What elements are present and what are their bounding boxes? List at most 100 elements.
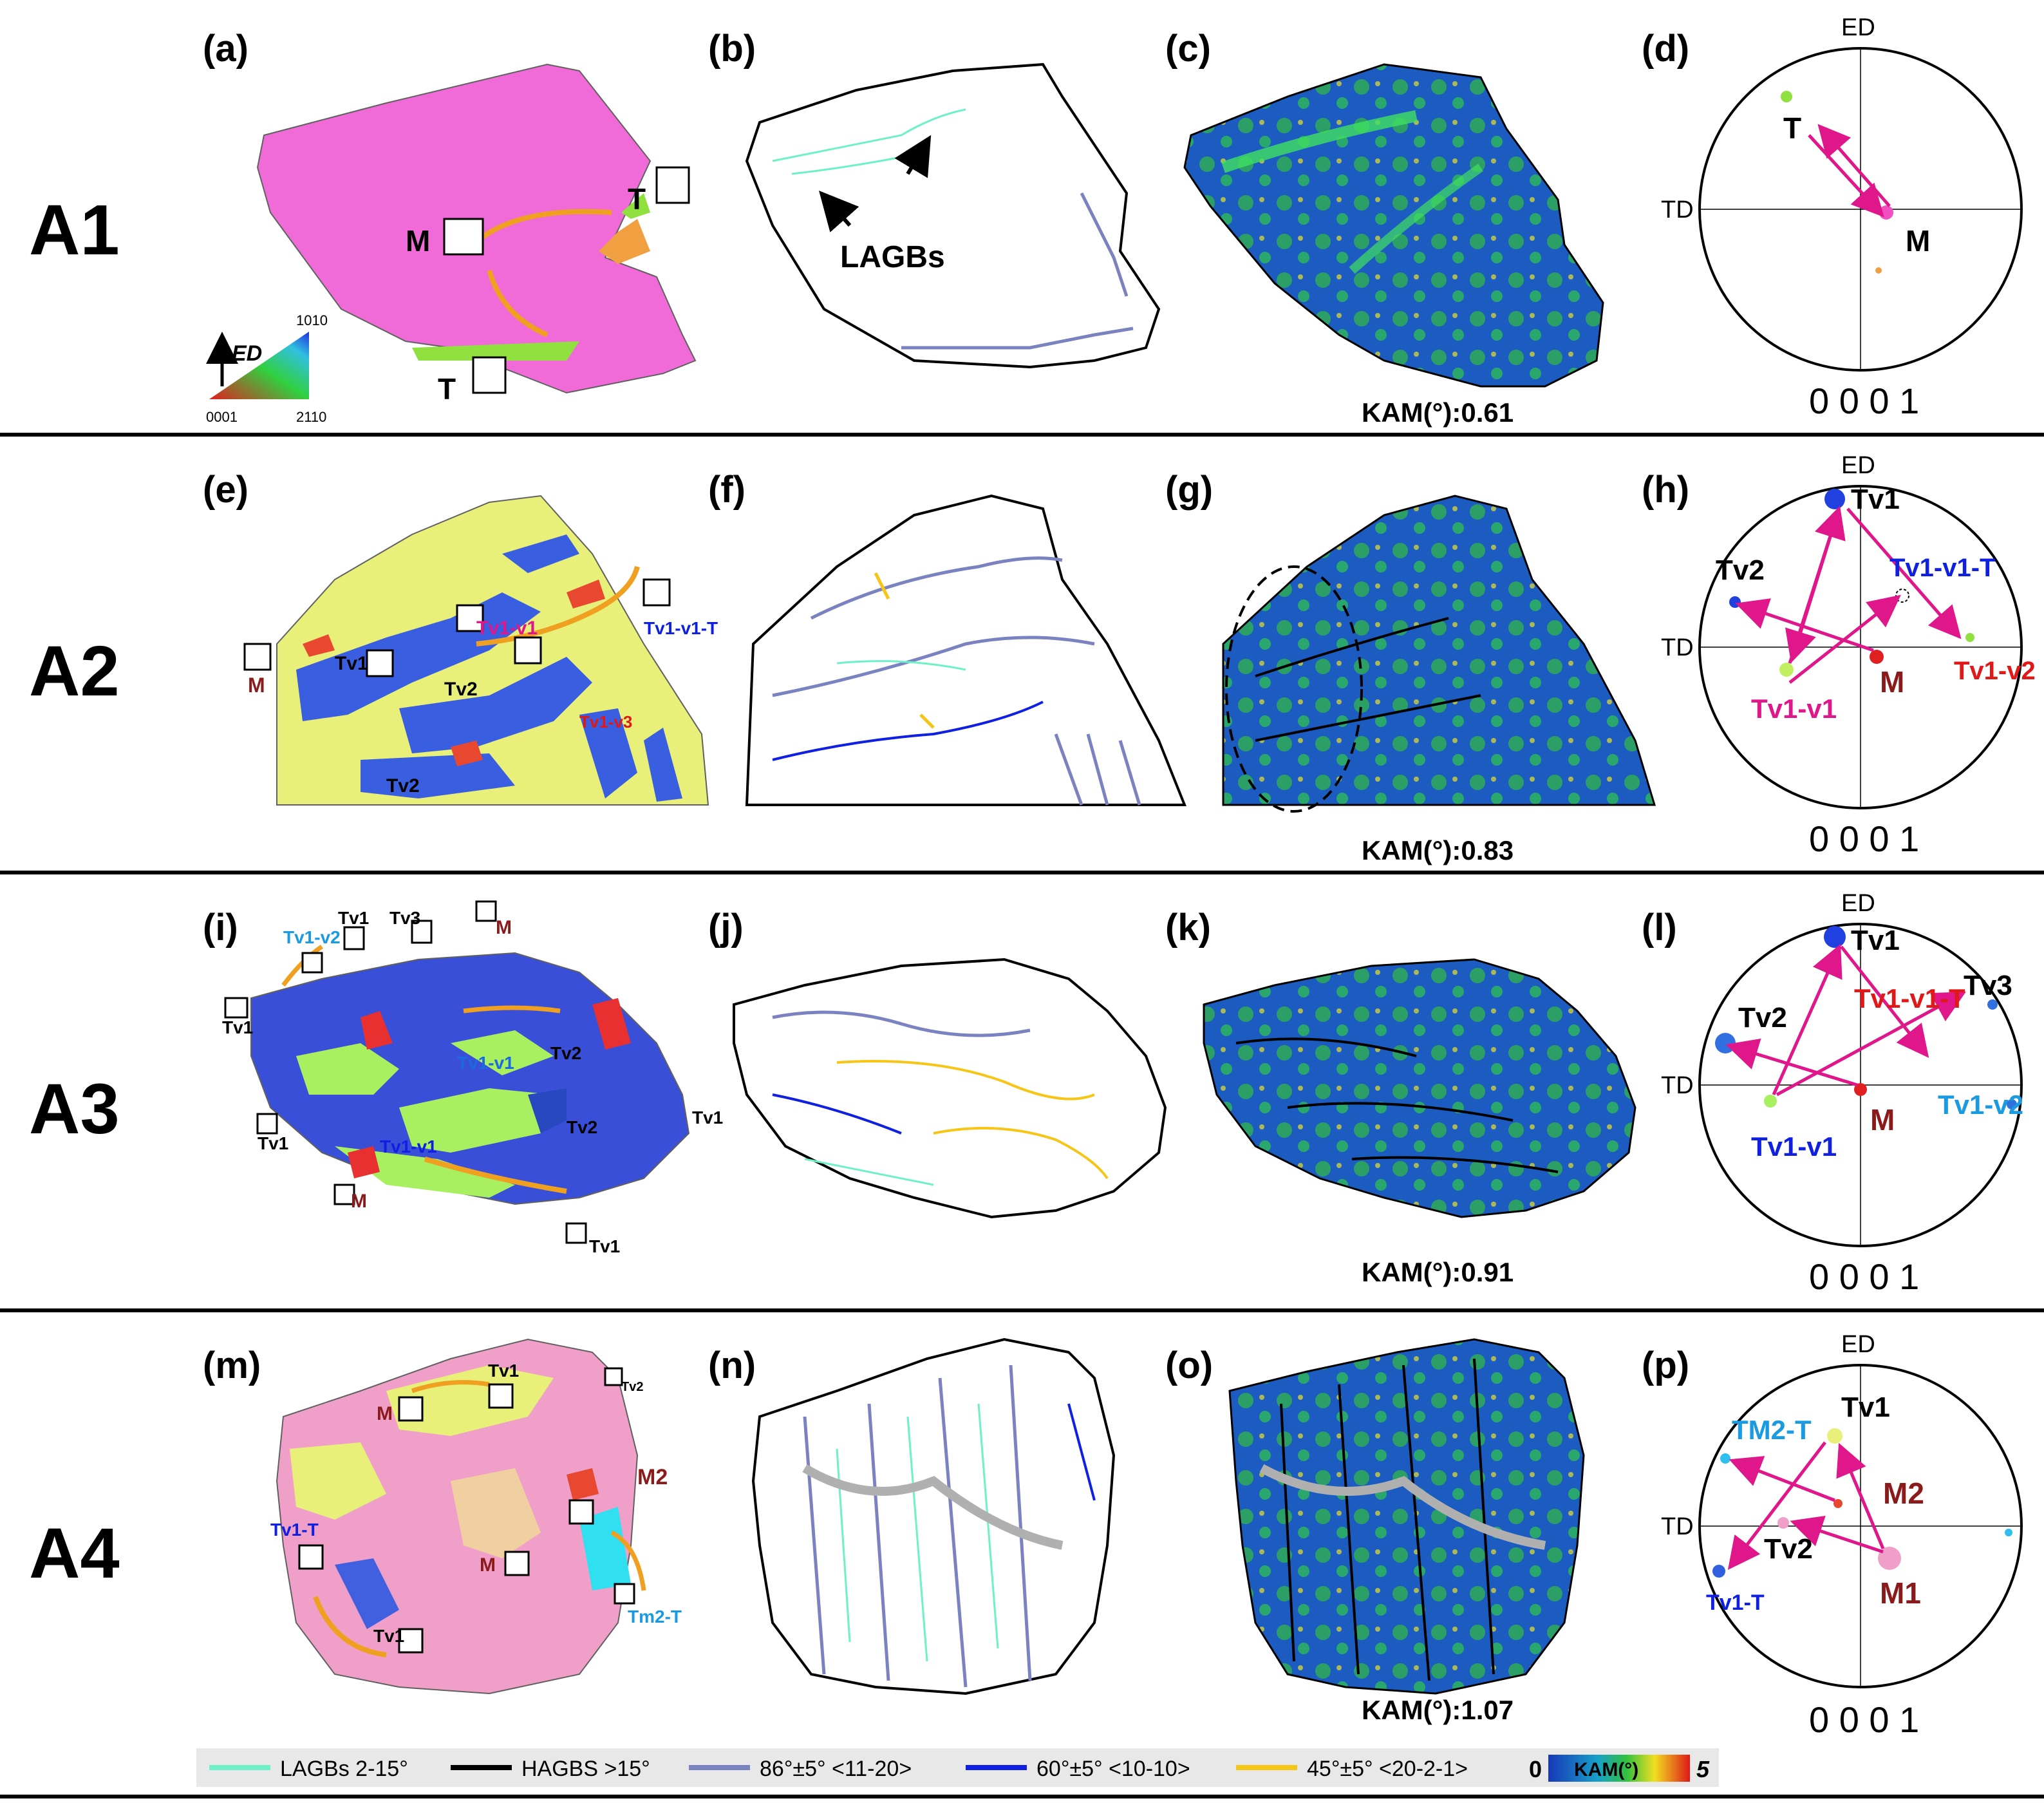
row-a4: A4 (m) (n) (o) (p) M Tv1 Tv2 M2 Tv1-T M … bbox=[29, 1331, 2023, 1740]
map-label: M bbox=[351, 1191, 367, 1212]
relation-arrow bbox=[1836, 1442, 1885, 1549]
map-label: Tv1 bbox=[258, 1133, 288, 1153]
pole-left-label: TD bbox=[1661, 1513, 1694, 1540]
hexagonal-cell-icon bbox=[301, 952, 323, 974]
kam-average: KAM(°):0.61 bbox=[1362, 397, 1514, 428]
pole-label: M2 bbox=[1883, 1477, 1924, 1510]
twin-boundary-line bbox=[874, 572, 935, 729]
kam-average: KAM(°):0.83 bbox=[1362, 835, 1514, 865]
twin-grain bbox=[621, 193, 650, 219]
twin-grain bbox=[290, 1442, 386, 1520]
pole-top-label: ED bbox=[1841, 1331, 1875, 1358]
legend-label: LAGBs 2-15° bbox=[280, 1757, 408, 1781]
panel-label: (e) bbox=[203, 469, 248, 511]
hagb-line bbox=[1280, 1358, 1495, 1681]
unindexed-region bbox=[802, 1464, 1064, 1550]
kam-average: KAM(°):1.07 bbox=[1362, 1695, 1514, 1725]
hexagonal-cell-icon bbox=[243, 643, 272, 671]
legend-label: 45°±5° <20-2-1> bbox=[1307, 1757, 1468, 1781]
twin-grain bbox=[386, 1365, 554, 1436]
hexagonal-cell-icon bbox=[475, 900, 497, 922]
twin-grain bbox=[579, 1507, 631, 1590]
orange-arrow bbox=[313, 1596, 387, 1657]
relation-arrow bbox=[1735, 598, 1874, 652]
map-label: Tv1-v1 bbox=[457, 1053, 514, 1073]
pole-cluster bbox=[1720, 1453, 1730, 1464]
highlight-ellipse bbox=[1225, 565, 1363, 813]
map-label: Tv2 bbox=[386, 775, 420, 797]
twin-grain bbox=[303, 634, 335, 657]
kam-color-scale bbox=[1548, 1755, 1690, 1782]
kam-map bbox=[1222, 495, 1656, 806]
twin-grain bbox=[296, 1043, 399, 1095]
pointer-arrow bbox=[819, 191, 859, 232]
pole-cluster bbox=[1833, 1499, 1842, 1508]
twin-boundary-line bbox=[933, 1127, 1109, 1180]
pole-cluster bbox=[1779, 663, 1794, 677]
hexagonal-cell-icon bbox=[614, 1583, 635, 1605]
twin-grain bbox=[451, 741, 483, 766]
map-label: Tv1-v3 bbox=[579, 712, 632, 731]
boundary-map bbox=[733, 958, 1167, 1219]
map-label: Tv1 bbox=[692, 1108, 723, 1128]
map-label: Tv1-T bbox=[270, 1520, 319, 1540]
relation-arrow bbox=[1772, 943, 1842, 1096]
hexagonal-cell-icon bbox=[333, 1184, 355, 1205]
map-label: M bbox=[480, 1554, 496, 1576]
map-label: Tv1 bbox=[589, 1236, 620, 1256]
row-label: A3 bbox=[29, 1070, 120, 1149]
map-label: M bbox=[248, 674, 265, 697]
hexagonal-cell-icon bbox=[411, 920, 433, 944]
legend-label: HAGBS >15° bbox=[521, 1757, 650, 1781]
ipf-triangle bbox=[209, 332, 309, 399]
relation-arrow bbox=[1846, 507, 1962, 639]
relation-arrow bbox=[1840, 945, 1929, 1058]
map-label: Tv1 bbox=[222, 1017, 253, 1037]
twin-grain bbox=[361, 1011, 393, 1050]
pole-bottom-label: 0 0 0 1 bbox=[1809, 381, 1919, 421]
row-a1: A1 (a) (b) (c) (d) T M T ED 0001 2110 10… bbox=[29, 14, 2023, 428]
twin-boundary-line bbox=[772, 701, 1044, 761]
hexagonal-cell-icon bbox=[568, 1499, 594, 1525]
panel-label: (d) bbox=[1642, 28, 1689, 70]
panel-label: (c) bbox=[1165, 28, 1211, 70]
panel-label: (b) bbox=[708, 28, 756, 70]
row-a3: A3 (i) (j) (k) (l) Tv1-v2 Tv1 Tv3 M Tv1 … bbox=[29, 890, 2023, 1297]
orange-arrow bbox=[487, 269, 549, 337]
panel-label: (i) bbox=[203, 907, 238, 948]
kam-scale-title: KAM(°) bbox=[1574, 1759, 1638, 1780]
pole-label: Tv2 bbox=[1738, 1002, 1787, 1033]
pole-bottom-label: 0 0 0 1 bbox=[1809, 1699, 1919, 1740]
row-label: A2 bbox=[29, 632, 120, 711]
kam-average: KAM(°):0.91 bbox=[1362, 1257, 1514, 1287]
pole-cluster bbox=[1824, 489, 1845, 509]
orange-arrow bbox=[476, 609, 594, 646]
twin-boundary-line bbox=[772, 1093, 902, 1135]
twin-boundary-line bbox=[810, 556, 1063, 620]
pole-top-label: ED bbox=[1841, 452, 1875, 479]
pole-label: Tv2 bbox=[1716, 554, 1765, 586]
hexagonal-cell-icon bbox=[472, 356, 507, 394]
pole-cluster bbox=[2005, 1529, 2012, 1536]
relation-arrow bbox=[1788, 594, 1901, 684]
pole-cluster bbox=[1781, 91, 1792, 102]
map-label: M bbox=[496, 917, 512, 938]
pole-left-label: TD bbox=[1661, 1072, 1694, 1099]
relation-arrow bbox=[1725, 1038, 1858, 1087]
kam-map bbox=[1183, 63, 1604, 388]
map-label: Tv1 bbox=[338, 908, 369, 928]
hexagonal-cell-icon bbox=[504, 1551, 530, 1576]
hexagonal-cell-icon bbox=[298, 1544, 324, 1570]
map-label: M bbox=[377, 1403, 393, 1424]
relation-arrow bbox=[1785, 511, 1840, 663]
pole-bottom-label: 0 0 0 1 bbox=[1809, 1256, 1919, 1297]
legend-label: 86°±5° <11-20> bbox=[760, 1757, 912, 1781]
ipf-color-key: ED 0001 2110 1010 bbox=[206, 312, 328, 425]
pole-cluster bbox=[1987, 999, 1998, 1010]
relation-arrow bbox=[1817, 124, 1891, 207]
hexagonal-cell-icon bbox=[642, 578, 671, 607]
panel-label: (n) bbox=[708, 1345, 756, 1386]
pole-label: M1 bbox=[1880, 1576, 1921, 1610]
row-label: A1 bbox=[29, 191, 120, 270]
